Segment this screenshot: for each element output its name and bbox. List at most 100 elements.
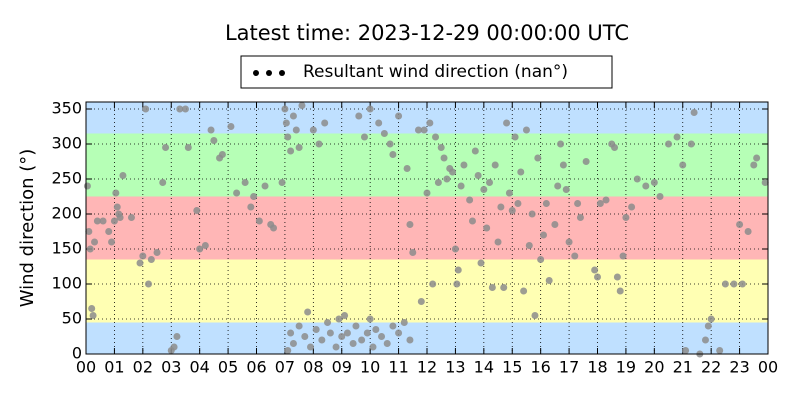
data-point: [701, 336, 709, 344]
data-point: [650, 179, 658, 186]
data-point: [736, 221, 744, 228]
data-point: [582, 158, 590, 165]
data-point: [193, 207, 201, 214]
x-tick-label: 04: [189, 358, 209, 377]
data-point: [500, 284, 508, 291]
data-point: [93, 217, 101, 225]
legend-box: [240, 55, 613, 89]
data-point: [210, 137, 218, 144]
data-point: [295, 144, 303, 151]
data-point: [218, 151, 226, 158]
data-point: [306, 343, 314, 351]
data-point: [358, 336, 366, 344]
x-tick-label: 01: [104, 358, 124, 377]
data-point: [89, 312, 97, 319]
data-point: [471, 147, 479, 155]
data-point: [414, 126, 422, 134]
data-point: [616, 287, 624, 295]
x-tick-label: 14: [474, 358, 494, 377]
data-point: [594, 273, 601, 281]
data-point: [255, 217, 263, 225]
data-point: [324, 319, 332, 326]
data-point: [83, 182, 91, 190]
data-point: [542, 200, 550, 207]
data-point: [673, 133, 681, 141]
data-point: [127, 214, 135, 221]
legend-marker: [253, 70, 259, 76]
data-point: [453, 280, 461, 288]
y-tick-label: 150: [51, 239, 82, 258]
data-point: [517, 168, 525, 176]
data-point: [460, 161, 468, 169]
data-point: [298, 102, 306, 109]
data-point: [99, 217, 107, 225]
y-tick-label: 350: [51, 99, 82, 118]
data-point: [184, 144, 192, 151]
x-tick-label: 15: [502, 358, 522, 377]
data-point: [88, 305, 96, 312]
data-point: [716, 347, 724, 354]
data-point: [145, 280, 153, 288]
data-point: [486, 179, 494, 186]
data-point: [522, 126, 530, 134]
data-point: [282, 119, 290, 127]
data-point: [483, 224, 491, 232]
x-tick-label: 13: [445, 358, 465, 377]
data-point: [537, 256, 545, 263]
data-point: [105, 228, 113, 235]
data-point: [116, 214, 124, 221]
data-point: [270, 224, 278, 232]
data-point: [628, 203, 636, 211]
data-point: [409, 249, 417, 256]
x-tick-label: 09: [332, 358, 352, 377]
data-point: [520, 287, 528, 295]
data-point: [170, 343, 178, 351]
y-axis-label: Wind direction (°): [17, 149, 38, 308]
data-point: [457, 182, 465, 190]
data-point: [147, 256, 155, 263]
data-point: [181, 105, 189, 113]
data-point: [738, 280, 746, 288]
data-point: [554, 182, 562, 190]
data-point: [477, 259, 485, 267]
data-point: [278, 179, 286, 186]
data-point: [86, 245, 94, 253]
data-point: [417, 298, 425, 305]
data-point: [545, 277, 553, 284]
data-point: [233, 189, 241, 197]
data-point: [571, 252, 579, 260]
x-tick-label: 23: [729, 358, 749, 377]
data-point: [434, 179, 442, 186]
data-point: [343, 329, 351, 337]
data-point: [366, 105, 374, 113]
data-point: [480, 186, 488, 193]
data-point: [332, 343, 340, 351]
data-point: [335, 315, 343, 323]
data-point: [423, 189, 431, 197]
data-point: [562, 186, 570, 193]
x-tick-label: 10: [360, 358, 380, 377]
data-point: [468, 217, 476, 225]
data-point: [682, 347, 690, 354]
data-point: [602, 196, 610, 204]
data-point: [289, 340, 297, 347]
data-point: [440, 154, 448, 162]
data-point: [363, 329, 371, 337]
data-point: [503, 119, 511, 127]
data-point: [559, 161, 567, 169]
x-tick-label: 06: [246, 358, 266, 377]
data-point: [250, 193, 258, 200]
data-point: [85, 228, 93, 235]
data-point: [687, 140, 695, 148]
data-point: [531, 312, 539, 319]
x-tick-label: 02: [133, 358, 153, 377]
data-point: [514, 200, 522, 207]
data-point: [750, 161, 758, 169]
data-point: [372, 326, 380, 333]
data-point: [642, 182, 650, 190]
data-point: [508, 207, 516, 214]
data-point: [91, 238, 99, 246]
data-point: [704, 322, 712, 330]
data-point: [227, 123, 235, 130]
data-point: [449, 168, 457, 176]
